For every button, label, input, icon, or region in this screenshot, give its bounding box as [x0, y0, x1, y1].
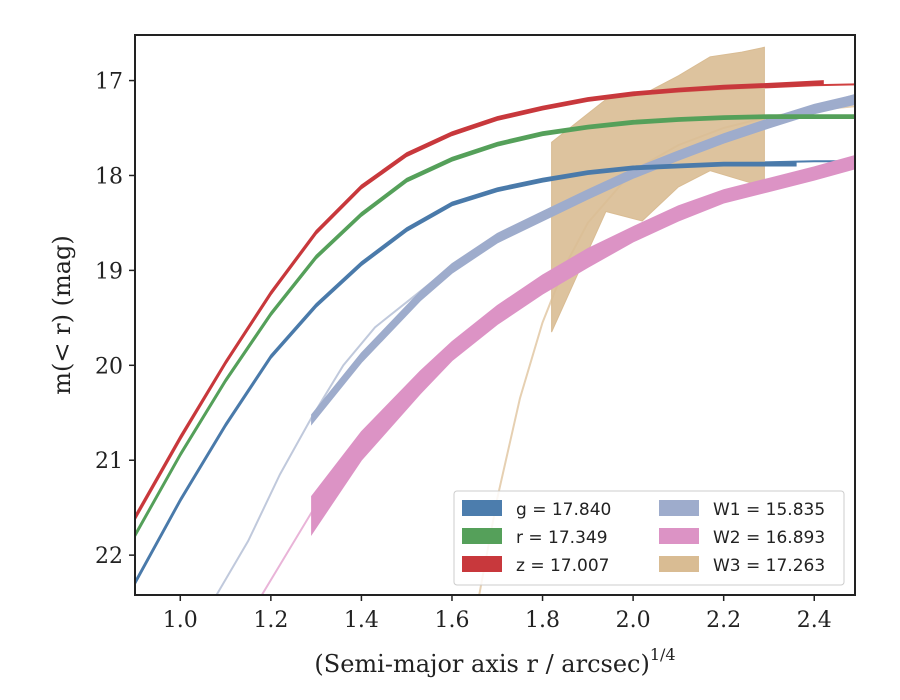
x-axis-label: (Semi-major axis r / arcsec)1/4 [314, 645, 675, 678]
y-tick-label: 20 [95, 354, 123, 379]
legend-label-w1: W1 = 15.835 [713, 500, 825, 520]
data-band-w1 [311, 94, 855, 426]
legend-swatch-g [462, 500, 502, 516]
y-tick-label: 22 [95, 544, 123, 569]
legend-swatch-r [462, 528, 502, 544]
legend-label-g: g = 17.840 [516, 500, 611, 520]
y-tick-label: 19 [95, 259, 123, 284]
series-layer [135, 46, 855, 595]
data-band-r [135, 114, 855, 539]
data-band-w2 [311, 154, 855, 536]
y-tick-label: 21 [95, 449, 123, 474]
legend-swatch-z [462, 556, 502, 572]
legend-swatch-w2 [659, 528, 699, 544]
legend-label-r: r = 17.349 [516, 528, 608, 548]
x-tick-label: 2.0 [616, 608, 651, 633]
x-tick-label: 2.2 [706, 608, 741, 633]
data-band-g [135, 161, 797, 585]
y-axis: 17 18 19 20 21 22 [95, 70, 135, 569]
x-tick-label: 1.4 [344, 608, 379, 633]
x-axis-label-main: (Semi-major axis r / arcsec) [314, 650, 649, 678]
legend-frame [453, 490, 845, 586]
x-axis: 1.0 1.2 1.4 1.6 1.8 2.0 2.2 2.4 [163, 595, 832, 633]
y-tick-label: 17 [95, 70, 123, 95]
legend-label-w3: W3 = 17.263 [713, 556, 825, 576]
legend: g = 17.840 r = 17.349 z = 17.007 W1 = 15.83… [453, 490, 845, 586]
x-tick-label: 1.2 [253, 608, 288, 633]
data-band-z [135, 80, 824, 521]
x-tick-label: 1.0 [163, 608, 198, 633]
legend-label-w2: W2 = 16.893 [713, 528, 825, 548]
y-axis-label: m(< r) (mag) [48, 235, 76, 394]
y-tick-label: 18 [95, 164, 123, 189]
plot-frame [134, 34, 856, 596]
legend-label-z: z = 17.007 [516, 556, 609, 576]
legend-swatch-w1 [659, 500, 699, 516]
x-tick-label: 1.8 [525, 608, 560, 633]
x-tick-label: 1.6 [434, 608, 469, 633]
x-axis-label-sup: 1/4 [650, 645, 676, 664]
legend-swatch-w3 [659, 556, 699, 572]
x-tick-label: 2.4 [797, 608, 832, 633]
